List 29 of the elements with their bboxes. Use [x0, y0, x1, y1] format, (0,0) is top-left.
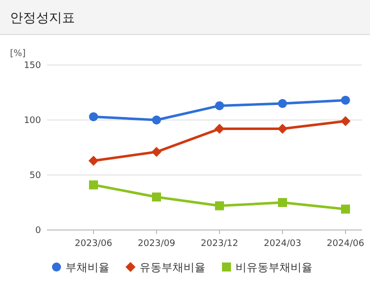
point [89, 112, 98, 122]
point [278, 198, 287, 207]
point [152, 116, 161, 124]
point [89, 180, 98, 190]
x-tick-label: 2023/06 [74, 239, 112, 249]
point [88, 156, 98, 166]
point [340, 116, 350, 126]
y-tick-label: 100 [24, 116, 42, 126]
point [214, 124, 224, 134]
chart-title: 안정성지표 [10, 11, 75, 26]
x-tick-label: 2023/09 [138, 239, 176, 249]
point [215, 101, 224, 110]
y-axis-title: [%] [10, 49, 26, 59]
y-tick-label: 150 [24, 61, 42, 71]
y-tick-label: 0 [35, 226, 42, 236]
point [215, 201, 224, 210]
point [152, 146, 162, 157]
point [278, 99, 287, 108]
legend-label: 유동부채비율 [140, 261, 206, 274]
legend-label: 비유동부채비율 [236, 261, 312, 274]
x-tick-label: 2023/12 [200, 239, 238, 249]
x-tick-label: 2024/03 [264, 239, 302, 249]
x-tick-label: 2024/06 [326, 239, 364, 249]
y-tick-label: 50 [30, 171, 42, 181]
legend-label: 부채비율 [66, 261, 110, 274]
point [341, 204, 350, 214]
point [278, 124, 288, 134]
point [152, 192, 161, 202]
point [341, 96, 350, 105]
